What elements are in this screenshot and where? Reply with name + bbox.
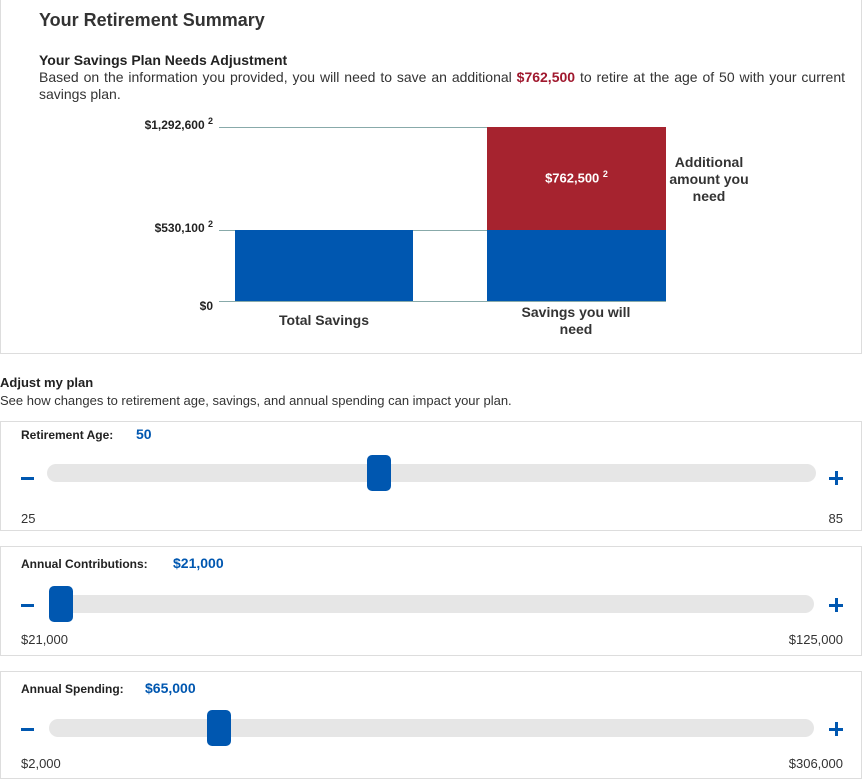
category-label-needed: Savings you will need xyxy=(521,304,631,337)
retirement-age-minus-button[interactable] xyxy=(21,477,34,480)
gridline-max xyxy=(219,127,666,128)
annual-spending-minus-button[interactable] xyxy=(21,728,34,731)
retirement-age-value: 50 xyxy=(136,426,152,442)
summary-subtitle: Your Savings Plan Needs Adjustment xyxy=(39,52,288,68)
bar-savings-needed-current xyxy=(487,229,666,301)
annual-spending-max: $306,000 xyxy=(788,756,843,771)
bar-savings-needed-additional xyxy=(487,127,666,230)
gridline-mid xyxy=(219,230,666,231)
annual-spending-label: Annual Spending: xyxy=(21,682,124,696)
annual-spending-panel: Annual Spending: $65,000 $2,000 $306,000 xyxy=(0,671,862,779)
additional-amount-label: Additional amount you need xyxy=(669,154,749,204)
bar-total-savings xyxy=(235,229,413,301)
annual-contributions-label: Annual Contributions: xyxy=(21,557,148,571)
annual-spending-value: $65,000 xyxy=(145,680,196,696)
annual-spending-slider-thumb[interactable] xyxy=(207,710,231,746)
desc-amount: $762,500 xyxy=(516,69,576,85)
annual-contributions-plus-button[interactable] xyxy=(829,598,843,612)
annual-contributions-minus-button[interactable] xyxy=(21,604,34,607)
annual-spending-track[interactable] xyxy=(49,719,814,737)
baseline xyxy=(219,301,666,302)
retirement-age-plus-button[interactable] xyxy=(829,471,843,485)
y-tick-label-mid: $530,100 2 xyxy=(154,219,213,235)
annual-contributions-max: $125,000 xyxy=(788,632,843,647)
annual-spending-min: $2,000 xyxy=(21,756,61,771)
annual-contributions-panel: Annual Contributions: $21,000 $21,000 $1… xyxy=(0,546,862,656)
desc-text-2: to retire at the age of 50 with your cur… xyxy=(39,69,845,102)
annual-spending-plus-button[interactable] xyxy=(829,722,843,736)
retirement-age-panel: Retirement Age: 50 25 85 xyxy=(0,421,862,531)
retirement-age-track[interactable] xyxy=(47,464,816,482)
summary-title: Your Retirement Summary xyxy=(39,10,265,30)
annual-contributions-value: $21,000 xyxy=(173,555,224,571)
retirement-age-max: 85 xyxy=(828,511,843,526)
y-tick-label-zero: $0 xyxy=(199,299,213,313)
retirement-summary-panel: Your Retirement Summary Your Savings Pla… xyxy=(0,0,862,354)
category-label-total: Total Savings xyxy=(279,312,369,328)
retirement-age-min: 25 xyxy=(21,511,36,526)
summary-description: Based on the information you provided, y… xyxy=(39,69,845,103)
retirement-age-slider-thumb[interactable] xyxy=(367,455,391,491)
adjust-description: See how changes to retirement age, savin… xyxy=(0,393,512,408)
annual-contributions-slider-thumb[interactable] xyxy=(49,586,73,622)
adjust-title: Adjust my plan xyxy=(0,375,94,390)
bar-value-label: $762,500 2 xyxy=(545,169,608,186)
y-tick-label-max: $1,292,600 2 xyxy=(144,116,213,132)
annual-contributions-min: $21,000 xyxy=(21,632,68,647)
desc-text-1: Based on the information you provided, y… xyxy=(39,69,517,85)
annual-contributions-track[interactable] xyxy=(49,595,814,613)
retirement-age-label: Retirement Age: xyxy=(21,428,114,442)
